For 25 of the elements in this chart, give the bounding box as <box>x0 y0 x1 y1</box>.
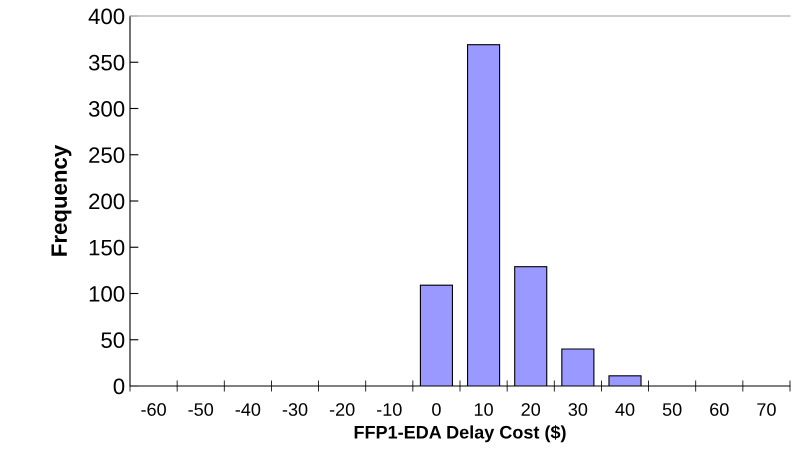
x-tick-label: 60 <box>710 403 729 416</box>
y-tick-label: 400 <box>88 8 124 24</box>
x-tick-label: 0 <box>432 403 441 416</box>
x-tick-label: -40 <box>236 403 260 416</box>
x-tick-label: 30 <box>568 403 588 416</box>
x-tick-label: -30 <box>282 403 308 416</box>
y-axis-title: Frequency <box>52 144 72 256</box>
y-tick-label: 50 <box>101 332 124 348</box>
x-tick-label: -10 <box>377 403 402 416</box>
x-tick-label: 40 <box>615 403 634 416</box>
x-tick-label: 70 <box>757 403 776 416</box>
y-tick-label: 350 <box>88 54 124 71</box>
y-tick-label: 300 <box>88 101 124 117</box>
y-tick-label: 100 <box>90 286 124 302</box>
y-tick-label: 200 <box>89 194 124 210</box>
x-tick-label: -50 <box>188 403 214 416</box>
x-tick-label: 20 <box>522 403 540 416</box>
x-axis-title: FFP1-EDA Delay Cost ($) <box>354 425 566 442</box>
x-tick-label: 10 <box>474 403 493 416</box>
x-tick-label: -60 <box>141 403 166 416</box>
y-tick-label: 150 <box>90 240 124 256</box>
x-tick-label: -20 <box>330 403 354 416</box>
x-tick-label: 50 <box>662 403 682 416</box>
y-tick-label: 250 <box>89 147 124 164</box>
y-tick-label: 0 <box>114 378 124 394</box>
